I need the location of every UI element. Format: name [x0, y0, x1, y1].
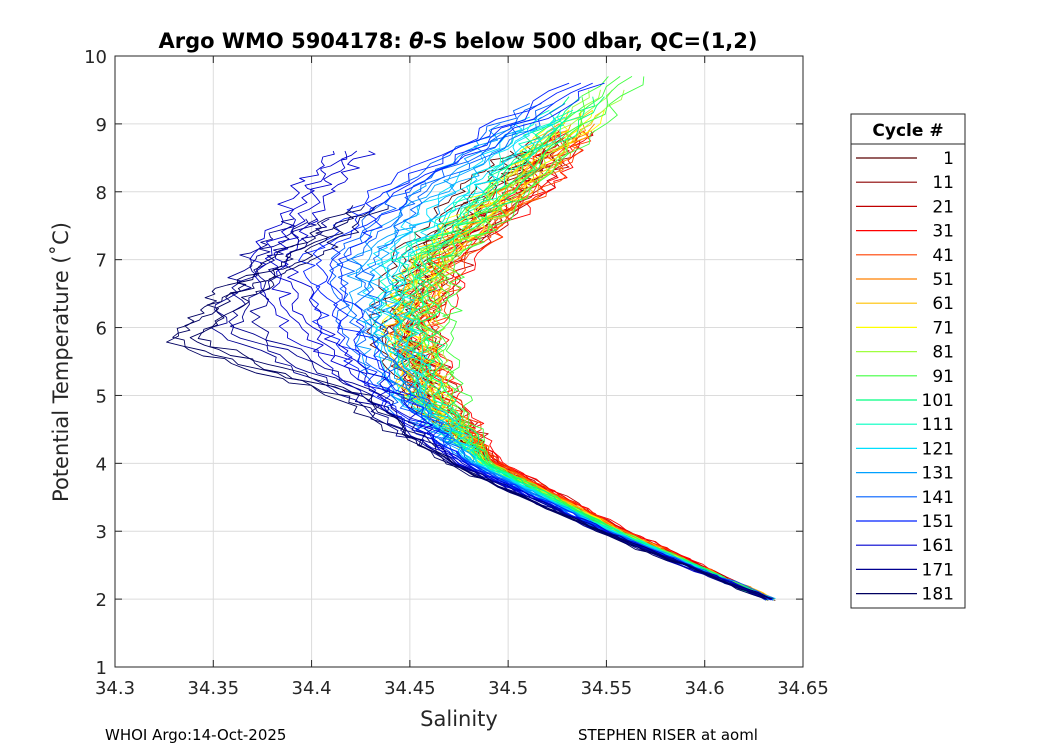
- series-line-181: [166, 205, 768, 600]
- series-line-121: [385, 117, 772, 600]
- x-tick-label: 34.3: [95, 678, 135, 699]
- data-series: [166, 76, 776, 601]
- y-tick-label: 6: [96, 319, 107, 340]
- y-axis-title: Potential Temperature (˚C): [49, 222, 73, 502]
- legend-label: 41: [932, 246, 954, 266]
- chart-title: Argo WMO 5904178: θ-S below 500 dbar, QC…: [158, 29, 757, 53]
- x-tick-label: 34.6: [685, 678, 725, 699]
- y-tick-label: 2: [96, 590, 107, 611]
- y-tick-label: 3: [96, 522, 107, 543]
- legend-label: 11: [932, 173, 954, 193]
- legend-label: 81: [932, 343, 954, 363]
- legend-label: 121: [922, 439, 954, 459]
- legend-label: 101: [922, 391, 954, 411]
- legend-label: 141: [922, 488, 954, 508]
- legend-label: 91: [932, 367, 954, 387]
- legend-label: 51: [932, 270, 954, 290]
- legend-label: 1: [943, 149, 954, 169]
- series-line-181: [189, 205, 771, 600]
- y-tick-label: 10: [84, 47, 107, 68]
- y-tick-label: 7: [96, 251, 107, 272]
- y-tick-label: 9: [96, 115, 107, 136]
- chart-title-prefix: Argo WMO 5904178:: [158, 29, 409, 53]
- y-tick-label: 8: [96, 183, 107, 204]
- legend-label: 161: [922, 536, 954, 556]
- legend-label: 111: [922, 415, 954, 435]
- series-line-101: [421, 96, 774, 601]
- y-tick-label: 1: [96, 658, 107, 679]
- legend-label: 181: [922, 585, 954, 605]
- chart-title-suffix: -S below 500 dbar, QC=(1,2): [424, 29, 758, 53]
- x-tick-label: 34.35: [188, 678, 240, 699]
- legend-box: [850, 113, 966, 609]
- series-line-181: [197, 205, 772, 600]
- plot-frame: [114, 55, 804, 668]
- legend-label: 131: [922, 464, 954, 484]
- x-tick-label: 34.55: [581, 678, 633, 699]
- legend-label: 21: [932, 197, 954, 217]
- series-line-141: [362, 103, 772, 601]
- chart-title-theta: θ: [409, 29, 423, 53]
- x-tick-label: 34.45: [384, 678, 436, 699]
- legend-label: 31: [932, 222, 954, 242]
- axis-ticks: 34.3 34.35 34.4 34.45 34.5 34.55 34.6 34.65 1 2 3 4…: [84, 47, 829, 699]
- legend-label: 61: [932, 294, 954, 314]
- legend-label: 71: [932, 318, 954, 338]
- series-line-31: [431, 130, 773, 600]
- x-axis-title: Salinity: [420, 707, 498, 731]
- footer-left: WHOI Argo:14-Oct-2025: [105, 726, 286, 744]
- y-tick-label: 4: [96, 454, 107, 475]
- legend: Cycle # 11121314151617181911011111211311…: [850, 113, 966, 609]
- x-tick-label: 34.5: [488, 678, 528, 699]
- legend-items: 1112131415161718191101111121131141151161…: [856, 149, 954, 605]
- y-tick-label: 5: [96, 386, 107, 407]
- series-line-131: [381, 123, 774, 599]
- series-line-161: [284, 150, 773, 601]
- series-line-91: [442, 76, 773, 601]
- legend-title: Cycle #: [872, 121, 943, 141]
- series-line-71: [417, 110, 771, 601]
- legend-label: 171: [922, 560, 954, 580]
- footer-right: STEPHEN RISER at aoml: [578, 726, 758, 744]
- x-tick-label: 34.65: [777, 678, 829, 699]
- x-tick-label: 34.4: [292, 678, 332, 699]
- series-line-161: [264, 150, 767, 600]
- legend-label: 151: [922, 512, 954, 532]
